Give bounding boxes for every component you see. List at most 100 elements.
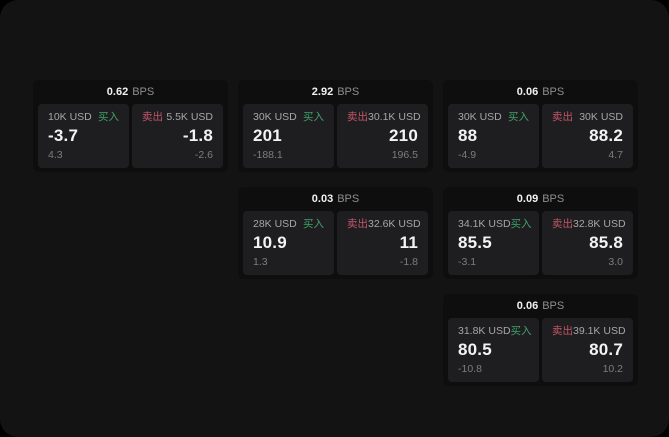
quote-panels: 30K USD 买入 201 -188.1 卖出 30.1K USD 210 1… xyxy=(243,104,428,168)
spread-header: 0.06 BPS xyxy=(448,294,633,318)
quote-card-1: 0.62 BPS 10K USD 买入 -3.7 4.3 卖出 5.5K USD xyxy=(33,80,228,172)
quote-panels: 10K USD 买入 -3.7 4.3 卖出 5.5K USD -1.8 -2.… xyxy=(38,104,223,168)
spread-value: 0.03 xyxy=(311,193,334,205)
spread-header: 0.09 BPS xyxy=(448,187,633,211)
buy-panel-top: 30K USD 买入 xyxy=(253,111,324,124)
sell-tag[interactable]: 卖出 xyxy=(552,325,573,337)
spread-value: 0.06 xyxy=(516,300,539,312)
spread-header: 0.62 BPS xyxy=(38,80,223,104)
buy-panel-top: 34.1K USD 买入 xyxy=(458,218,532,231)
sell-panel-top: 卖出 32.8K USD xyxy=(552,218,626,231)
buy-panel[interactable]: 30K USD 买入 201 -188.1 xyxy=(243,104,334,168)
sell-size-label: 32.8K USD xyxy=(573,218,626,230)
sell-price: 88.2 xyxy=(589,126,623,146)
spread-header: 2.92 BPS xyxy=(243,80,428,104)
sell-panel-top: 卖出 30.1K USD xyxy=(347,111,421,124)
sell-sub-value: -1.8 xyxy=(399,256,418,269)
sell-sub-value: 4.7 xyxy=(608,149,623,162)
buy-sub-value: -3.1 xyxy=(458,256,477,269)
sell-price: 11 xyxy=(399,233,418,253)
spread-unit-label: BPS xyxy=(337,86,360,98)
sell-price: 85.8 xyxy=(589,233,623,253)
sell-size-label: 30K USD xyxy=(579,111,623,123)
buy-panel-top: 31.8K USD 买入 xyxy=(458,325,532,338)
buy-size-label: 31.8K USD xyxy=(458,325,511,337)
quote-panels: 28K USD 买入 10.9 1.3 卖出 32.6K USD 11 -1.8 xyxy=(243,211,428,275)
buy-size-label: 28K USD xyxy=(253,218,297,230)
quote-panels: 34.1K USD 买入 85.5 -3.1 卖出 32.8K USD 85.8… xyxy=(448,211,633,275)
buy-sub-value: -188.1 xyxy=(253,149,283,162)
sell-panel[interactable]: 卖出 32.8K USD 85.8 3.0 xyxy=(542,211,633,275)
spread-unit-label: BPS xyxy=(542,193,565,205)
quote-card-3: 0.06 BPS 30K USD 买入 88 -4.9 卖出 30K USD xyxy=(443,80,638,172)
buy-tag[interactable]: 买入 xyxy=(303,218,324,230)
buy-price: -3.7 xyxy=(48,126,79,146)
buy-sub-value: 4.3 xyxy=(48,149,63,162)
buy-panel-top: 28K USD 买入 xyxy=(253,218,324,231)
sell-tag[interactable]: 卖出 xyxy=(142,111,163,123)
buy-panel[interactable]: 30K USD 买入 88 -4.9 xyxy=(448,104,539,168)
sell-panel-top: 卖出 5.5K USD xyxy=(142,111,213,124)
buy-tag[interactable]: 买入 xyxy=(303,111,324,123)
buy-sub-value: -10.8 xyxy=(458,363,482,376)
buy-sub-value: -4.9 xyxy=(458,149,477,162)
sell-sub-value: -2.6 xyxy=(194,149,213,162)
buy-tag[interactable]: 买入 xyxy=(510,325,532,337)
sell-sub-value: 196.5 xyxy=(391,149,418,162)
buy-sub-value: 1.3 xyxy=(253,256,268,269)
buy-price: 80.5 xyxy=(458,340,492,360)
spread-header: 0.03 BPS xyxy=(243,187,428,211)
buy-panel-top: 10K USD 买入 xyxy=(48,111,119,124)
buy-tag[interactable]: 买入 xyxy=(510,218,532,230)
spread-value: 0.09 xyxy=(516,193,539,205)
spread-unit-label: BPS xyxy=(542,300,565,312)
quote-card-5: 0.09 BPS 34.1K USD 买入 85.5 -3.1 卖出 32.8K… xyxy=(443,187,638,279)
quote-card-6: 0.06 BPS 31.8K USD 买入 80.5 -10.8 卖出 39.1… xyxy=(443,294,638,386)
sell-sub-value: 10.2 xyxy=(602,363,623,376)
sell-size-label: 30.1K USD xyxy=(368,111,421,123)
sell-panel[interactable]: 卖出 5.5K USD -1.8 -2.6 xyxy=(132,104,223,168)
buy-panel-top: 30K USD 买入 xyxy=(458,111,529,124)
sell-tag[interactable]: 卖出 xyxy=(347,218,368,230)
buy-panel[interactable]: 34.1K USD 买入 85.5 -3.1 xyxy=(448,211,539,275)
buy-panel[interactable]: 10K USD 买入 -3.7 4.3 xyxy=(38,104,129,168)
quote-card-4: 0.03 BPS 28K USD 买入 10.9 1.3 卖出 32.6K US… xyxy=(238,187,433,279)
buy-size-label: 10K USD xyxy=(48,111,92,123)
sell-size-label: 32.6K USD xyxy=(368,218,421,230)
quote-grid: 0.62 BPS 10K USD 买入 -3.7 4.3 卖出 5.5K USD xyxy=(33,80,638,386)
spread-value: 2.92 xyxy=(311,86,334,98)
buy-size-label: 34.1K USD xyxy=(458,218,511,230)
quote-card-2: 2.92 BPS 30K USD 买入 201 -188.1 卖出 30.1K … xyxy=(238,80,433,172)
sell-tag[interactable]: 卖出 xyxy=(552,111,573,123)
sell-size-label: 39.1K USD xyxy=(573,325,626,337)
spread-unit-label: BPS xyxy=(132,86,155,98)
sell-panel-top: 卖出 30K USD xyxy=(552,111,623,124)
buy-size-label: 30K USD xyxy=(458,111,502,123)
spread-unit-label: BPS xyxy=(337,193,360,205)
sell-panel[interactable]: 卖出 30.1K USD 210 196.5 xyxy=(337,104,428,168)
sell-panel[interactable]: 卖出 30K USD 88.2 4.7 xyxy=(542,104,633,168)
sell-panel-top: 卖出 39.1K USD xyxy=(552,325,626,338)
buy-price: 88 xyxy=(458,126,478,146)
quote-panels: 30K USD 买入 88 -4.9 卖出 30K USD 88.2 4.7 xyxy=(448,104,633,168)
buy-price: 85.5 xyxy=(458,233,492,253)
spread-unit-label: BPS xyxy=(542,86,565,98)
buy-tag[interactable]: 买入 xyxy=(98,111,119,123)
sell-price: -1.8 xyxy=(182,126,213,146)
sell-sub-value: 3.0 xyxy=(608,256,623,269)
sell-price: 210 xyxy=(389,126,418,146)
buy-price: 10.9 xyxy=(253,233,287,253)
buy-panel[interactable]: 28K USD 买入 10.9 1.3 xyxy=(243,211,334,275)
quote-panels: 31.8K USD 买入 80.5 -10.8 卖出 39.1K USD 80.… xyxy=(448,318,633,382)
sell-size-label: 5.5K USD xyxy=(166,111,213,123)
sell-tag[interactable]: 卖出 xyxy=(552,218,573,230)
buy-size-label: 30K USD xyxy=(253,111,297,123)
sell-panel[interactable]: 卖出 39.1K USD 80.7 10.2 xyxy=(542,318,633,382)
buy-tag[interactable]: 买入 xyxy=(508,111,529,123)
buy-panel[interactable]: 31.8K USD 买入 80.5 -10.8 xyxy=(448,318,539,382)
sell-price: 80.7 xyxy=(589,340,623,360)
sell-tag[interactable]: 卖出 xyxy=(347,111,368,123)
sell-panel[interactable]: 卖出 32.6K USD 11 -1.8 xyxy=(337,211,428,275)
sell-panel-top: 卖出 32.6K USD xyxy=(347,218,421,231)
